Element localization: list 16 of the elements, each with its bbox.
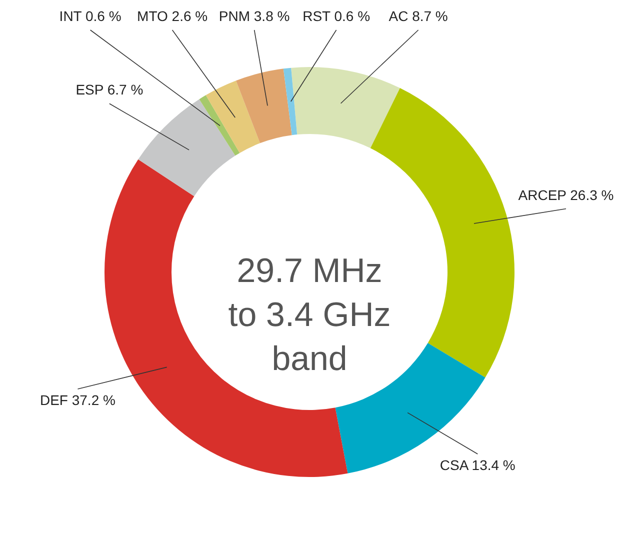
slice-label: DEF 37.2 % bbox=[40, 392, 116, 408]
slice-label: AC 8.7 % bbox=[388, 8, 448, 24]
donut-slice bbox=[283, 68, 298, 136]
slice-label: ESP 6.7 % bbox=[76, 82, 144, 98]
text: 29.7 MHz to 3.4 GHz band bbox=[228, 252, 391, 378]
slice-label: PNM 3.8 % bbox=[218, 8, 290, 24]
donut-slice bbox=[138, 99, 236, 196]
slice-label: RST 0.6 % bbox=[302, 8, 370, 24]
slice-label: CSA 13.4 % bbox=[440, 456, 516, 473]
donut-slice bbox=[236, 68, 292, 144]
donut-slice bbox=[199, 95, 240, 156]
donut-slice bbox=[206, 80, 260, 153]
donut-slice bbox=[291, 67, 400, 148]
slice-label: ARCEP 26.3 % bbox=[518, 186, 614, 203]
slice-label: MTO 2.6 % bbox=[137, 8, 208, 24]
slice-label: INT 0.6 % bbox=[59, 8, 122, 24]
